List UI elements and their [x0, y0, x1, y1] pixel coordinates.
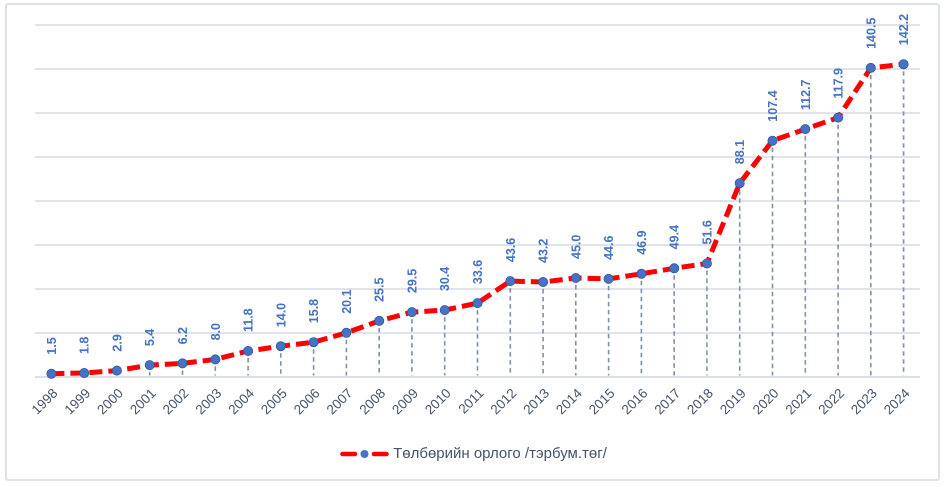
data-point-marker [701, 258, 712, 269]
legend: Төлбөрийн орлого /тэрбум.төг/ [0, 443, 947, 465]
data-point-marker [341, 327, 352, 338]
data-label: 43.2 [537, 239, 551, 263]
data-point-marker [538, 276, 549, 287]
x-axis-label: 1999 [61, 386, 93, 418]
x-axis-label: 2022 [815, 386, 847, 418]
data-point-marker [243, 345, 254, 356]
data-label: 29.5 [405, 269, 419, 293]
x-axis-label: 2010 [422, 386, 454, 418]
data-point-marker [603, 273, 614, 284]
data-point-marker [865, 62, 876, 73]
data-point-marker [79, 367, 90, 378]
x-axis-label: 2009 [389, 386, 421, 418]
data-label: 6.2 [176, 327, 190, 344]
data-label: 88.1 [733, 140, 747, 164]
data-label: 140.5 [864, 18, 878, 49]
x-axis-label: 2002 [160, 386, 192, 418]
legend-dot-icon [360, 450, 369, 458]
data-point-marker [636, 268, 647, 279]
data-label: 45.0 [569, 235, 583, 259]
data-point-marker [406, 307, 417, 318]
data-label: 30.4 [438, 267, 452, 291]
x-axis-label: 2008 [356, 386, 388, 418]
data-point-marker [374, 315, 385, 326]
data-point-marker [767, 135, 778, 146]
data-label: 15.8 [307, 299, 321, 323]
x-axis-label: 2006 [291, 386, 323, 418]
data-label: 14.0 [274, 303, 288, 327]
data-point-marker [669, 263, 680, 274]
x-axis-label: 2004 [225, 385, 257, 417]
x-axis-label: 2001 [127, 386, 159, 418]
data-label: 51.6 [700, 220, 714, 244]
x-axis-label: 2005 [258, 386, 290, 418]
data-point-marker [144, 360, 155, 371]
data-point-marker [734, 178, 745, 189]
data-label: 5.4 [143, 329, 157, 346]
x-axis-label: 2020 [750, 386, 782, 418]
data-label: 112.7 [799, 79, 813, 110]
data-label: 8.0 [209, 323, 223, 340]
x-axis-label: 2011 [455, 386, 486, 417]
data-point-marker [505, 276, 516, 287]
data-label: 107.4 [766, 90, 780, 121]
data-label: 142.2 [897, 14, 911, 45]
legend-line-marker-icon [340, 450, 389, 458]
data-label: 1.5 [45, 337, 59, 354]
x-axis-label: 2012 [488, 386, 520, 418]
data-label: 25.5 [373, 278, 387, 302]
data-point-marker [833, 112, 844, 123]
data-label: 46.9 [635, 230, 649, 254]
legend-label: Төлбөрийн орлого /тэрбум.төг/ [393, 445, 607, 462]
data-point-marker [570, 272, 581, 283]
data-point-marker [308, 337, 319, 348]
data-point-marker [210, 354, 221, 365]
x-axis-label: 2003 [193, 386, 225, 418]
x-axis-label: 2023 [848, 386, 880, 418]
x-axis-label: 2015 [586, 386, 618, 418]
data-label: 44.6 [602, 236, 616, 260]
x-axis-label: 2000 [94, 386, 126, 418]
x-axis-label: 2024 [881, 385, 913, 417]
data-point-marker [275, 341, 286, 352]
data-label: 43.6 [504, 238, 518, 262]
x-axis-label: 2018 [684, 386, 716, 418]
data-point-marker [472, 298, 483, 309]
x-axis-label: 2021 [783, 386, 815, 418]
data-label: 117.9 [832, 68, 846, 99]
data-label: 2.9 [110, 334, 124, 351]
data-point-marker [177, 358, 188, 369]
data-label: 11.8 [242, 308, 256, 332]
data-point-marker [439, 305, 450, 316]
data-point-marker [46, 368, 57, 379]
x-axis-label: 2014 [553, 385, 585, 417]
data-point-marker [898, 59, 909, 70]
data-point-marker [111, 365, 122, 376]
data-point-marker [800, 124, 811, 135]
data-label: 20.1 [340, 289, 354, 313]
x-axis-label: 2017 [651, 386, 683, 418]
x-axis-label: 2016 [619, 386, 651, 418]
data-label: 33.6 [471, 260, 485, 284]
x-axis-label: 2007 [324, 386, 356, 418]
x-axis-label: 2013 [520, 386, 552, 418]
x-axis-label: 1998 [29, 386, 61, 418]
x-axis-label: 2019 [717, 386, 749, 418]
data-label: 1.8 [78, 337, 92, 354]
data-label: 49.4 [668, 225, 682, 249]
series-line [51, 61, 904, 377]
